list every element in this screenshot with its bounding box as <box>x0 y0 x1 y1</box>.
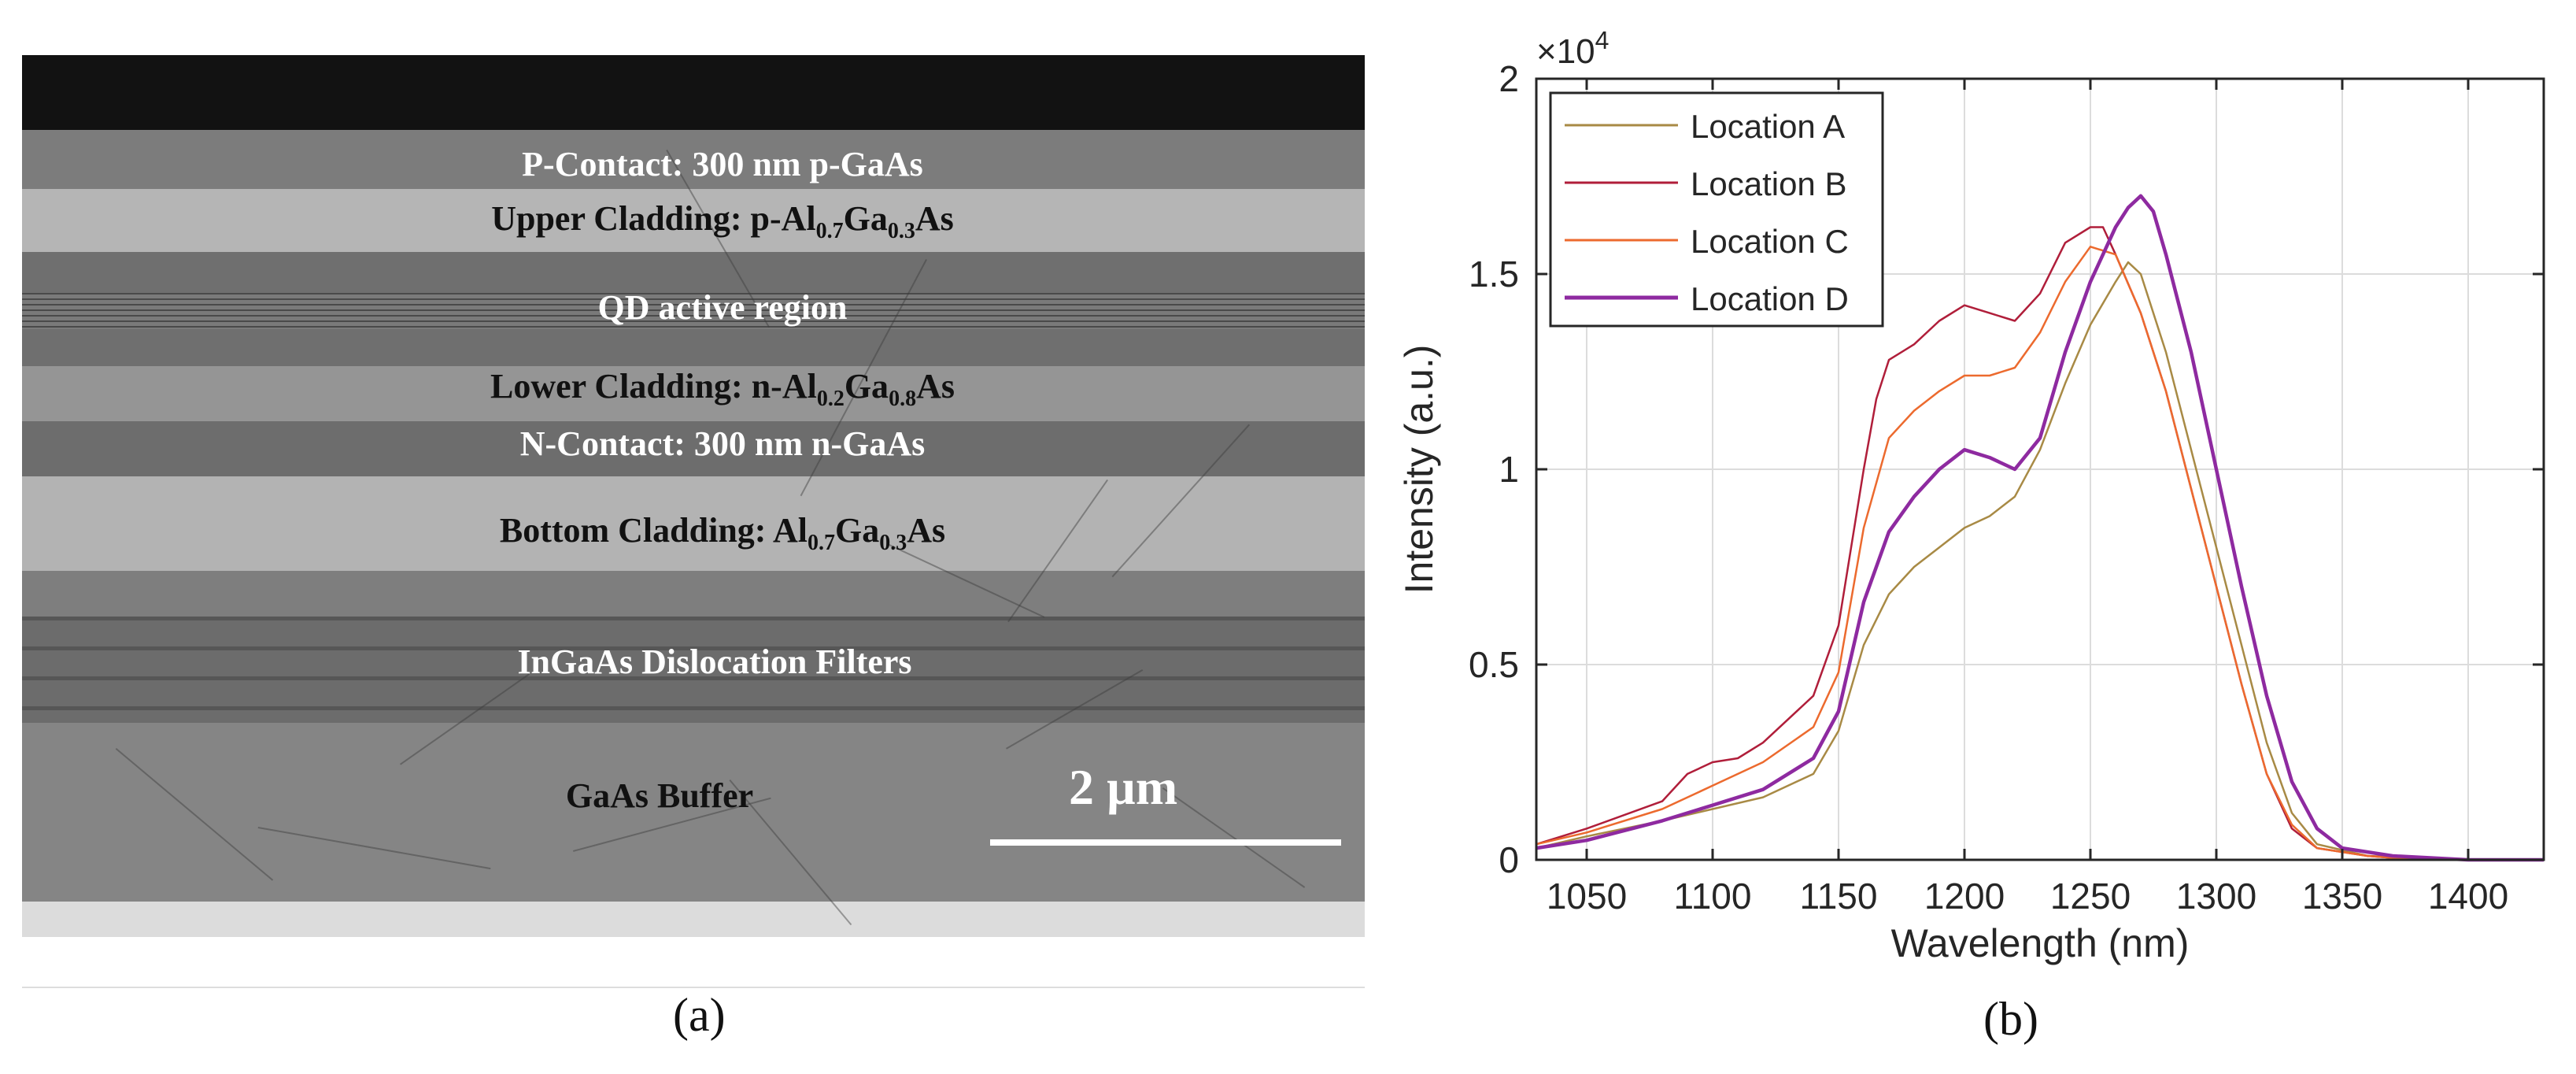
y-tick-label: 0 <box>1499 839 1519 880</box>
layer-surface <box>22 130 1365 193</box>
legend-label-d: Location D <box>1691 280 1849 317</box>
layer-lower-cladding <box>22 366 1365 421</box>
label-bottom-cladding: Bottom Cladding: Al0.7Ga0.3As <box>499 511 946 555</box>
layer-gradient <box>22 571 1365 618</box>
legend-label-b: Location B <box>1691 165 1846 202</box>
y-axis-label: Intensity (a.u.) <box>1397 345 1441 594</box>
x-axis-label: Wavelength (nm) <box>1891 921 2190 965</box>
y-exponent-label: ×104 <box>1536 31 1609 71</box>
series-line-location-c <box>1536 246 2544 861</box>
y-tick-label: 1.5 <box>1469 254 1519 294</box>
ticks: 1050 1100 1150 1200 1250 1300 1350 1400 0 0.5 1 1.5… <box>1469 58 2544 917</box>
y-tick-label: 2 <box>1499 58 1519 99</box>
x-tick-label: 1100 <box>1674 876 1752 917</box>
label-upper-cladding: Upper Cladding: p-Al0.7Ga0.3As <box>491 199 954 243</box>
layer-n-contact <box>22 421 1365 476</box>
panel-a-caption: (a) <box>673 989 726 1041</box>
legend: Location A Location B Location C Locatio… <box>1549 91 1884 328</box>
legend-label-c: Location C <box>1691 223 1849 260</box>
scale-bar-label: 2 µm <box>1069 759 1178 815</box>
x-tick-label: 1300 <box>2176 876 2256 917</box>
spectrum-chart: 1050 1100 1150 1200 1250 1300 1350 1400 0 0.5 1 1.5… <box>1397 31 2545 965</box>
series-line-location-d <box>1536 194 2544 862</box>
x-tick-label: 1200 <box>1924 876 2005 917</box>
x-tick-label: 1350 <box>2302 876 2382 917</box>
series-group <box>1536 194 2544 862</box>
y-tick-label: 1 <box>1499 449 1519 490</box>
label-qd-region: QD active region <box>597 288 848 327</box>
label-dislocation-filters: InGaAs Dislocation Filters <box>517 643 912 681</box>
x-tick-label: 1150 <box>1800 876 1878 917</box>
x-tick-label: 1250 <box>2050 876 2131 917</box>
x-tick-label: 1050 <box>1547 876 1627 917</box>
layer-top-dark <box>22 55 1365 130</box>
layer-qd-lines <box>22 293 1365 329</box>
layer-substrate <box>22 902 1365 937</box>
legend-label-a: Location A <box>1691 108 1845 145</box>
label-lower-cladding: Lower Cladding: n-Al0.2Ga0.8As <box>490 367 955 411</box>
scale-bar <box>990 839 1341 846</box>
series-line-location-a <box>1536 261 2544 861</box>
legend-box <box>1549 91 1884 328</box>
x-tick-label: 1400 <box>2428 876 2508 917</box>
layer-buffer <box>22 723 1365 912</box>
layer-dislocation-filters <box>22 617 1365 723</box>
y-tick-label: 0.5 <box>1469 644 1519 685</box>
panel-b-caption: (b) <box>1983 993 2038 1045</box>
sem-cross-section-image: P-Contact: 300 nm p-GaAs Upper Cladding:… <box>22 55 1365 937</box>
label-p-contact: P-Contact: 300 nm p-GaAs <box>522 145 923 183</box>
label-n-contact: N-Contact: 300 nm n-GaAs <box>519 424 926 463</box>
label-gaas-buffer: GaAs Buffer <box>565 776 754 815</box>
panel-a-underline <box>22 987 1365 988</box>
